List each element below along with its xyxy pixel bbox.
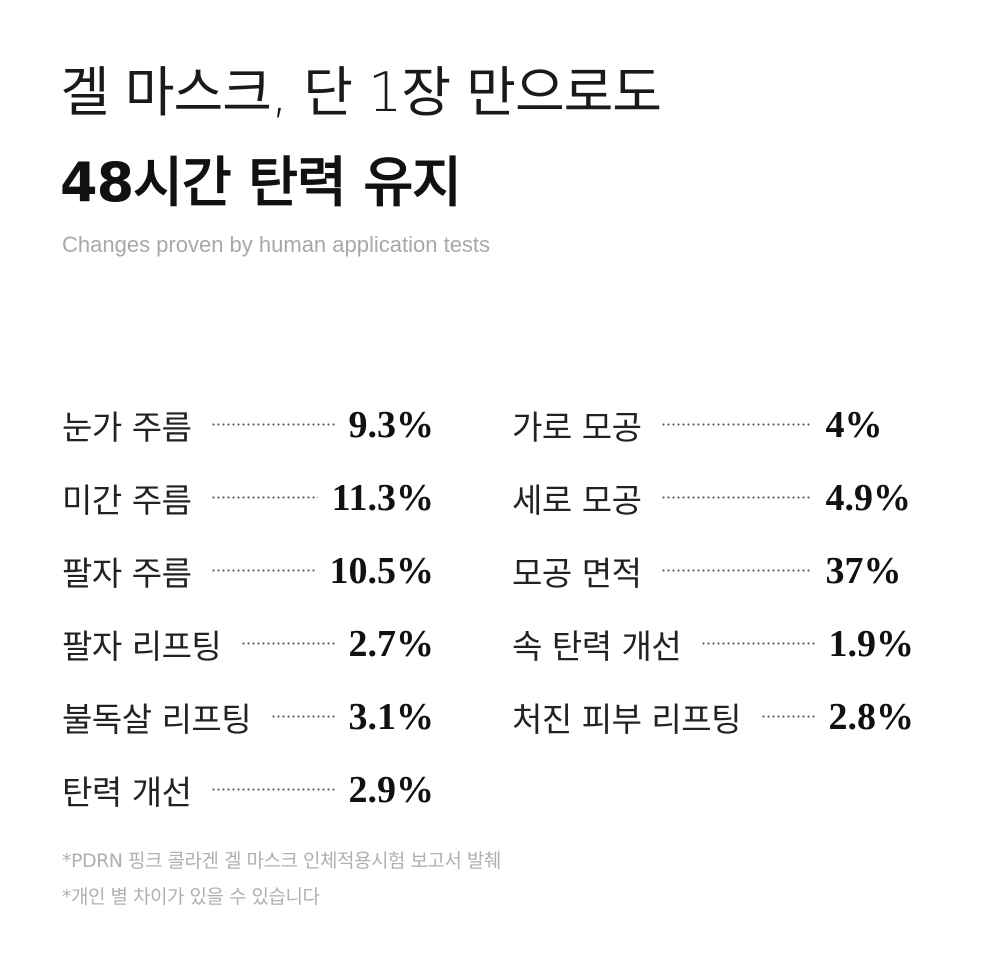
dot-leader	[211, 423, 335, 426]
footnote-disclaimer: *개인 별 차이가 있을 수 있습니다	[62, 886, 320, 908]
result-value: 37%	[825, 549, 902, 592]
result-row: 가로 모공 4%	[512, 388, 914, 461]
result-value: 4.9%	[825, 476, 911, 519]
result-row: 탄력 개선 2.9%	[62, 753, 434, 826]
dot-leader	[241, 642, 335, 645]
dot-leader	[661, 569, 812, 572]
result-label: 처진 피부 리프팅	[512, 699, 742, 739]
result-value: 3.1%	[348, 695, 435, 738]
result-label: 팔자 리프팅	[62, 626, 222, 666]
result-row: 세로 모공 4.9%	[512, 461, 914, 534]
result-label: 눈가 주름	[62, 407, 192, 447]
result-row: 불독살 리프팅 3.1%	[62, 680, 434, 753]
result-label: 불독살 리프팅	[62, 699, 252, 739]
dot-leader	[211, 788, 335, 791]
result-row: 모공 면적 37%	[512, 534, 914, 607]
footnote-source: *PDRN 핑크 콜라겐 겔 마스크 인체적용시험 보고서 발췌	[62, 850, 501, 872]
result-value: 2.8%	[828, 695, 915, 738]
dot-leader	[211, 496, 318, 499]
result-row: 팔자 주름 10.5%	[62, 534, 434, 607]
results-left-column: 눈가 주름 9.3% 미간 주름 11.3% 팔자 주름 10.5% 팔자 리프…	[62, 388, 434, 826]
dot-leader	[211, 569, 316, 572]
dot-leader	[661, 423, 812, 426]
headline-line1: 겔 마스크, 단 1장 만으로도	[60, 61, 662, 124]
result-row: 눈가 주름 9.3%	[62, 388, 434, 461]
result-label: 가로 모공	[512, 407, 642, 447]
result-row: 팔자 리프팅 2.7%	[62, 607, 434, 680]
result-label: 세로 모공	[512, 480, 642, 520]
subtitle: Changes proven by human application test…	[62, 232, 491, 257]
dot-leader	[271, 715, 335, 718]
result-row: 속 탄력 개선 1.9%	[512, 607, 914, 680]
result-value: 4%	[825, 403, 883, 446]
result-label: 팔자 주름	[62, 553, 192, 593]
result-label: 모공 면적	[512, 553, 642, 593]
result-row: 미간 주름 11.3%	[62, 461, 434, 534]
dot-leader	[661, 496, 812, 499]
result-value: 10.5%	[329, 549, 435, 592]
headline-line2: 48시간 탄력 유지	[60, 151, 462, 214]
result-row: 처진 피부 리프팅 2.8%	[512, 680, 914, 753]
result-label: 속 탄력 개선	[512, 626, 682, 666]
result-value: 2.9%	[348, 768, 435, 811]
result-value: 1.9%	[828, 622, 915, 665]
result-label: 탄력 개선	[62, 772, 192, 812]
dot-leader	[701, 642, 815, 645]
result-label: 미간 주름	[62, 480, 192, 520]
result-value: 9.3%	[348, 403, 435, 446]
dot-leader	[761, 715, 815, 718]
result-value: 11.3%	[331, 476, 434, 519]
result-value: 2.7%	[348, 622, 435, 665]
results-right-column: 가로 모공 4% 세로 모공 4.9% 모공 면적 37% 속 탄력 개선 1.…	[512, 388, 914, 753]
